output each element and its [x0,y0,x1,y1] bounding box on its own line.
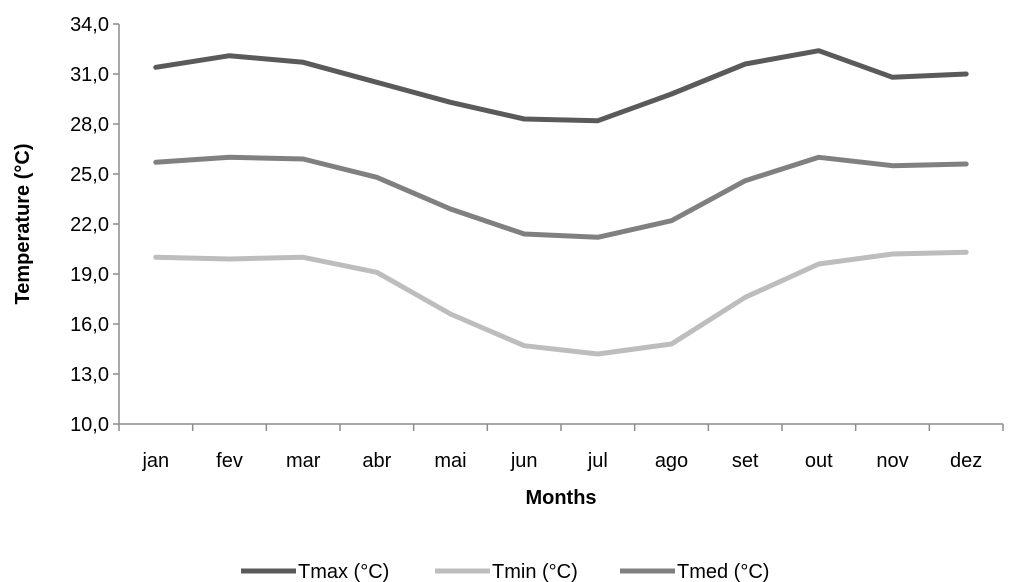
y-tick-label: 25,0 [70,164,109,186]
x-tick-label: mar [286,450,321,472]
y-tick-label: 10,0 [70,414,109,436]
legend-label: Tmax (°C) [298,561,389,582]
y-axis-title: Temperature (°C) [12,144,34,305]
y-tick-label: 34,0 [70,14,109,36]
legend-label: Tmin (°C) [492,561,578,582]
plot-lines [153,48,969,357]
y-tick-label: 19,0 [70,264,109,286]
y-tick-label: 31,0 [70,64,109,86]
x-tick-label: out [805,450,833,472]
y-tick-label: 13,0 [70,364,109,386]
x-tick-label: jun [510,450,538,472]
x-tick-label: dez [950,450,982,472]
legend: Tmax (°C) Tmin (°C) Tmed (°C) [241,561,769,582]
y-tick-label: 28,0 [70,114,109,136]
x-tick-label: mai [434,450,466,472]
y-tick-label: 22,0 [70,214,109,236]
x-tick-label: ago [655,450,688,472]
x-tick-label: set [732,450,759,472]
x-tick-label: jan [141,450,169,472]
series-line-tmax-c [153,48,969,124]
axes: 10,0 13,0 16,0 19,0 22,0 25,0 28,0 31,0 34,0 jan… [70,14,1004,472]
series-line-tmin-c [153,249,969,357]
x-axis-ticks: jan fev mar abr mai jun jul ago set out nov dez [118,424,1004,472]
series-line-tmed-c [153,154,969,240]
x-tick-label: jul [587,450,608,472]
y-axis-ticks: 10,0 13,0 16,0 19,0 22,0 25,0 28,0 31,0 34,0 [70,14,119,436]
y-tick-label: 16,0 [70,314,109,336]
x-tick-label: abr [362,450,391,472]
x-tick-label: fev [216,450,243,472]
x-axis-title: Months [525,487,596,509]
legend-label: Tmed (°C) [677,561,769,582]
x-tick-label: nov [876,450,908,472]
